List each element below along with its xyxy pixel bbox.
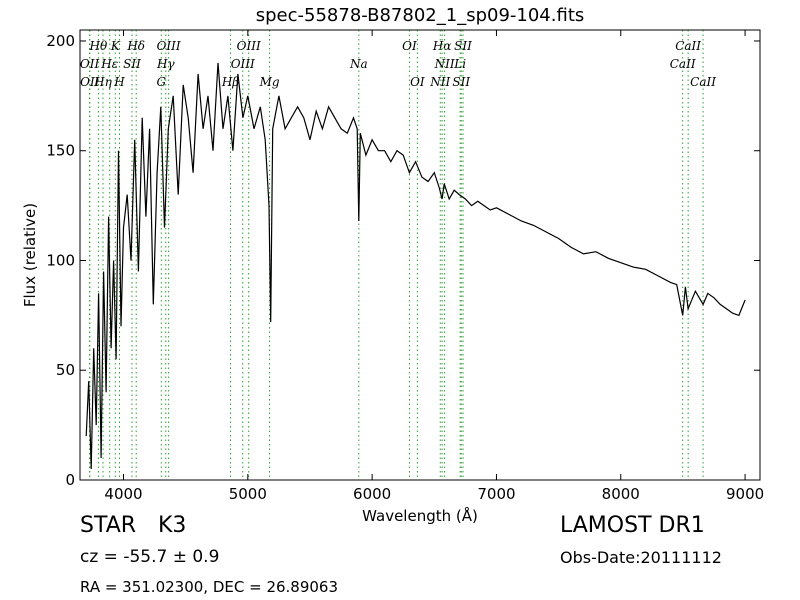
- coordinates-text: RA = 351.02300, DEC = 26.89063: [80, 578, 339, 596]
- observation-date: Obs-Date:20111112: [560, 548, 722, 567]
- spectral-line-label: Hγ: [156, 57, 175, 71]
- spectral-line-label: OII: [80, 57, 100, 71]
- spectrum-series-line: [85, 62, 746, 470]
- spectral-line-label: SII: [123, 57, 141, 71]
- spectral-line-label: CaII: [675, 39, 701, 53]
- spectral-line-label: Hθ: [89, 39, 108, 53]
- y-tick-label: 0: [65, 471, 75, 489]
- spectral-line-label: G: [157, 75, 167, 89]
- y-tick-label: 150: [46, 142, 75, 160]
- spectral-line-label: Mg: [259, 75, 280, 89]
- x-tick-label: 4000: [104, 485, 142, 503]
- spectral-line-label: Hη: [93, 75, 112, 89]
- spectral-line-label: SII: [454, 39, 472, 53]
- x-axis-label: Wavelength (Å): [362, 506, 478, 525]
- x-tick-label: 5000: [229, 485, 267, 503]
- spectral-line-label: NII: [434, 57, 455, 71]
- spectral-line-label: NII: [429, 75, 450, 89]
- spectral-line-label: Li: [453, 57, 466, 71]
- y-tick-label: 100: [46, 251, 75, 269]
- spectral-line-label: CaII: [670, 57, 696, 71]
- plot-frame: [79, 29, 761, 481]
- spectral-line-label: OI: [410, 75, 425, 89]
- spectral-line-label: Na: [349, 57, 368, 71]
- spectral-line-label: SII: [452, 75, 470, 89]
- spectral-line-label: Hα: [432, 39, 452, 53]
- spectral-line-label: OIII: [231, 57, 255, 71]
- spectral-line-label: Hδ: [126, 39, 145, 53]
- x-tick-label: 6000: [353, 485, 391, 503]
- object-class: STAR: [80, 513, 137, 538]
- y-tick-label: 50: [56, 361, 75, 379]
- object-subclass: K3: [158, 513, 187, 538]
- spectral-line-label: OII: [80, 75, 100, 89]
- spectral-line-label: Hε: [100, 57, 118, 71]
- x-tick-label: 7000: [477, 485, 515, 503]
- spectral-line-label: K: [110, 39, 121, 53]
- spectral-line-label: OIII: [237, 39, 261, 53]
- spectral-line-label: OIII: [157, 39, 181, 53]
- y-axis-label: Flux (relative): [21, 203, 39, 307]
- x-tick-label: 8000: [602, 485, 640, 503]
- chart-title: spec-55878-B87802_1_sp09-104.fits: [255, 5, 585, 26]
- survey-name: LAMOST DR1: [560, 513, 705, 538]
- spectral-line-label: Hβ: [221, 75, 239, 89]
- x-tick-label: 9000: [726, 485, 764, 503]
- y-tick-label: 200: [46, 32, 75, 50]
- redshift-text: cz = -55.7 ± 0.9: [80, 547, 220, 567]
- spectral-line-label: OI: [402, 39, 417, 53]
- spectral-line-label: CaII: [690, 75, 716, 89]
- spectral-line-label: H: [113, 75, 125, 89]
